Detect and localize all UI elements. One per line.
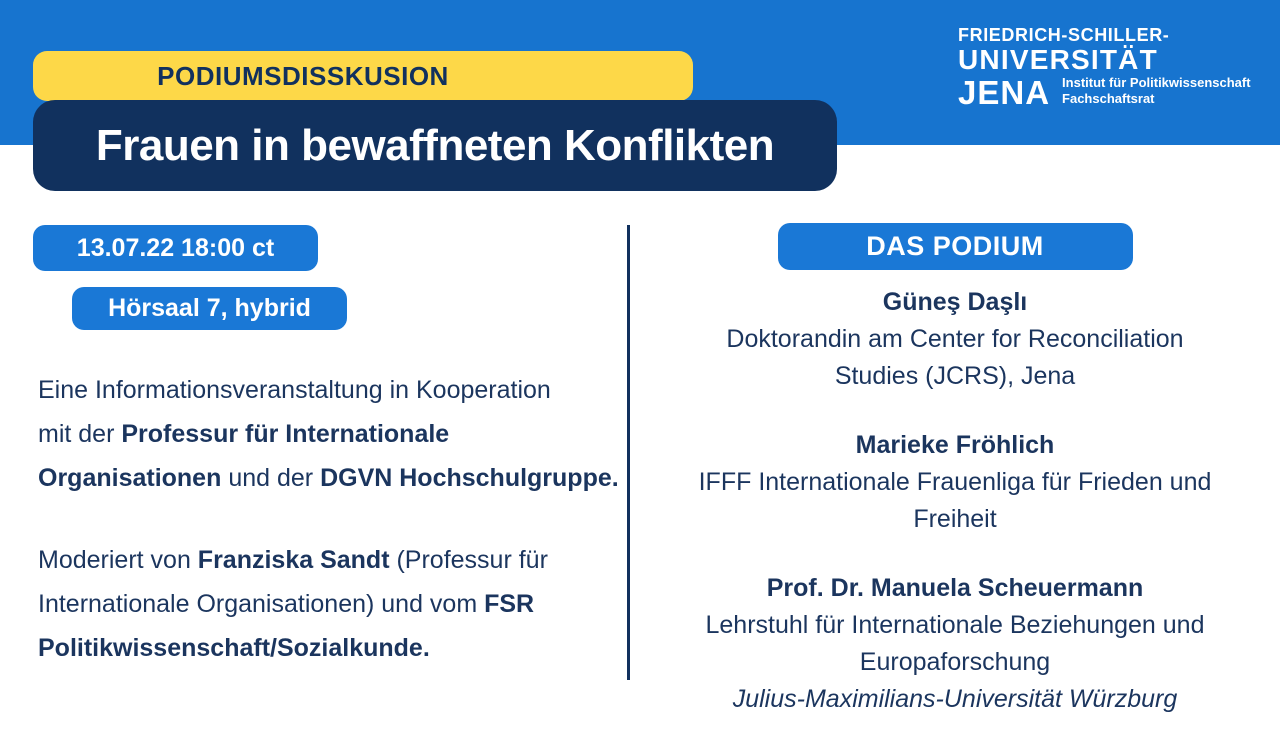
logo-institute: Institut für Politikwissenschaft	[1062, 75, 1251, 90]
speaker-name: Marieke Fröhlich	[855, 431, 1055, 459]
location-badge: Hörsaal 7, hybrid	[72, 287, 347, 330]
logo-fachschaftsrat: Fachschaftsrat	[1062, 91, 1155, 106]
speaker-affiliation-line: Lehrstuhl für Internationale Beziehungen…	[705, 611, 1205, 639]
paragraph-line: mit der Professur für Internationale	[38, 420, 450, 448]
podium-section: DAS PODIUM Güneş Daşlı Doktorandin am Ce…	[660, 223, 1250, 750]
logo-line-2: UNIVERSITÄT	[958, 44, 1158, 75]
speaker-affiliation-line: IFFF Internationale Frauenliga für Fried…	[698, 468, 1212, 496]
datetime-label: 13.07.22 18:00 ct	[76, 233, 275, 262]
info-paragraph-2: Moderiert von Franziska Sandt (Professur…	[38, 538, 619, 670]
event-description: Eine Informationsveranstaltung in Kooper…	[38, 368, 619, 708]
event-title: Frauen in bewaffneten Konflikten	[95, 120, 775, 170]
podium-header-badge: DAS PODIUM	[777, 223, 1133, 270]
logo-subunit: Institut für Politikwissenschaft Fachsch…	[1062, 75, 1251, 108]
speaker-affiliation-line: Freiheit	[913, 505, 997, 533]
category-label: PODIUMSDISSKUSION	[157, 60, 449, 91]
event-title-box: Frauen in bewaffneten Konflikten	[33, 100, 837, 191]
paragraph-line: Moderiert von Franziska Sandt (Professur…	[38, 546, 548, 574]
podium-header-label: DAS PODIUM	[866, 231, 1044, 261]
logo-line-1: FRIEDRICH-SCHILLER-	[958, 25, 1170, 45]
paragraph-line: Internationale Organisationen) und vom F…	[38, 590, 535, 618]
logo-line-3: JENA	[958, 74, 1051, 111]
speaker-block: Prof. Dr. Manuela Scheuermann Lehrstuhl …	[660, 570, 1250, 718]
speaker-affiliation-line: Europaforschung	[859, 648, 1051, 676]
datetime-badge: 13.07.22 18:00 ct	[33, 225, 318, 271]
paragraph-line: Politikwissenschaft/Sozialkunde.	[38, 634, 430, 662]
category-badge: PODIUMSDISSKUSION	[33, 51, 693, 101]
speaker-block: Güneş Daşlı Doktorandin am Center for Re…	[660, 284, 1250, 395]
speaker-university: Julius-Maximilians-Universität Würzburg	[732, 685, 1178, 713]
speaker-name: Güneş Daşlı	[882, 288, 1028, 316]
speaker-block: Marieke Fröhlich IFFF Internationale Fra…	[660, 427, 1250, 538]
info-paragraph-1: Eine Informationsveranstaltung in Kooper…	[38, 368, 619, 500]
location-label: Hörsaal 7, hybrid	[108, 294, 311, 322]
university-logo: FRIEDRICH-SCHILLER- UNIVERSITÄT JENA Ins…	[958, 25, 1251, 111]
speaker-name: Prof. Dr. Manuela Scheuermann	[766, 574, 1144, 602]
speaker-affiliation-line: Studies (JCRS), Jena	[834, 362, 1076, 390]
column-divider	[627, 225, 630, 680]
paragraph-line: Organisationen und der DGVN Hochschulgru…	[38, 464, 619, 492]
speaker-affiliation-line: Doktorandin am Center for Reconciliation	[726, 325, 1184, 353]
paragraph-line: Eine Informationsveranstaltung in Kooper…	[38, 376, 551, 404]
